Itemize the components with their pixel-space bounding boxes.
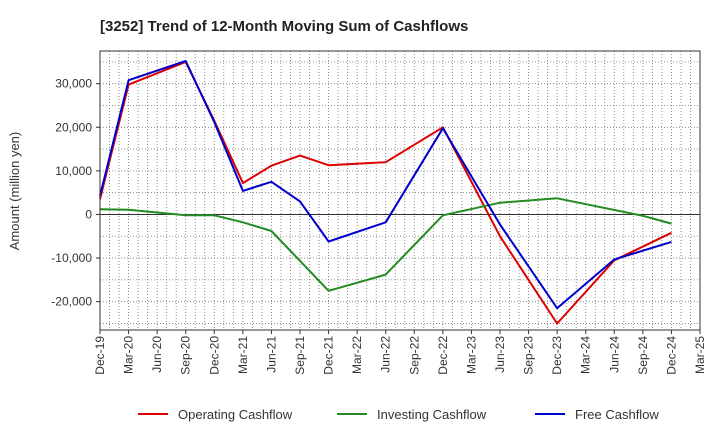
x-tick-label: Dec-23 (550, 336, 564, 375)
y-axis-label: Amount (million yen) (7, 132, 22, 251)
x-tick-label: Dec-19 (93, 336, 107, 375)
y-tick-label: 10,000 (55, 164, 92, 178)
x-tick-label: Jun-24 (607, 336, 621, 373)
legend-label: Investing Cashflow (377, 407, 487, 422)
x-tick-label: Dec-21 (322, 336, 336, 375)
x-tick-label: Dec-22 (436, 336, 450, 375)
x-tick-label: Mar-20 (122, 336, 136, 374)
y-tick-label: 30,000 (55, 77, 92, 91)
x-tick-label: Mar-21 (236, 336, 250, 374)
series-line-investing-cashflow (99, 197, 672, 292)
legend: Operating Cashflow Investing Cashflow Free… (138, 407, 659, 422)
grid (100, 51, 700, 330)
legend-label: Free Cashflow (575, 407, 659, 422)
series-layer (99, 60, 672, 325)
series-line-free-cashflow (99, 60, 672, 310)
x-tick-labels: Dec-19 Mar-20 Jun-20 Sep-20 Dec-20 Mar-21 Jun-… (93, 330, 707, 375)
x-tick-label: Dec-20 (207, 336, 221, 375)
x-tick-label: Mar-24 (579, 336, 593, 374)
legend-label: Operating Cashflow (178, 407, 293, 422)
plot-frame (99, 50, 701, 331)
y-tick-label: 0 (85, 207, 92, 221)
x-tick-label: Sep-21 (293, 336, 307, 375)
x-tick-label: Mar-23 (464, 336, 478, 374)
x-tick-label: Mar-22 (350, 336, 364, 374)
x-tick-label: Sep-20 (179, 336, 193, 375)
chart-title: [3252] Trend of 12-Month Moving Sum of C… (100, 18, 468, 35)
y-tick-label: 20,000 (55, 120, 92, 134)
x-tick-label: Sep-22 (407, 336, 421, 375)
y-tick-labels: -20,000 -10,000 0 10,000 20,000 30,000 (51, 77, 100, 309)
x-tick-label: Jun-20 (150, 336, 164, 373)
x-tick-label: Sep-23 (522, 336, 536, 375)
x-tick-label: Dec-24 (664, 336, 678, 375)
y-tick-label: -10,000 (51, 251, 92, 265)
x-tick-label: Mar-25 (693, 336, 707, 374)
x-tick-label: Jun-22 (379, 336, 393, 373)
x-tick-label: Jun-23 (493, 336, 507, 373)
x-tick-label: Jun-21 (264, 336, 278, 373)
x-tick-label: Sep-24 (636, 336, 650, 375)
y-tick-label: -20,000 (51, 295, 92, 309)
